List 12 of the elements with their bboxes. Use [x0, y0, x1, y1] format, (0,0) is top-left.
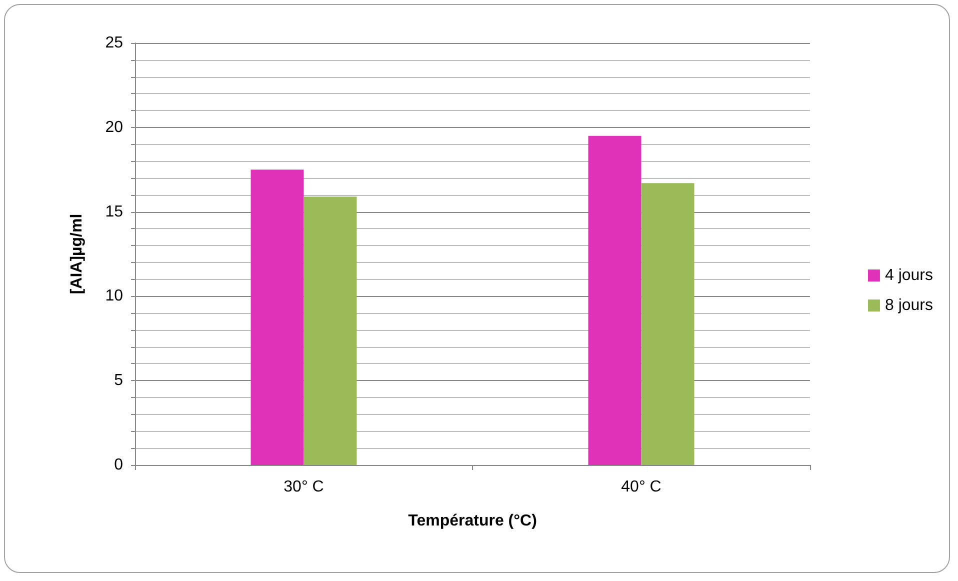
x-tick-label: 40° C	[621, 478, 662, 496]
y-tick-label: 15	[105, 203, 124, 220]
y-tick-label: 5	[114, 372, 124, 390]
legend-label: 4 jours	[884, 267, 934, 284]
legend-label: 8 jours	[884, 297, 934, 314]
y-tick-label: 20	[105, 118, 124, 136]
y-axis-title: [AIA]µg/ml	[68, 214, 86, 294]
y-tick-label: 0	[114, 456, 124, 474]
x-tick-label: 30° C	[284, 478, 324, 496]
x-axis-title: Température (°C)	[408, 512, 537, 530]
y-tick-label: 25	[105, 34, 124, 52]
y-tick-label: 10	[105, 288, 124, 305]
